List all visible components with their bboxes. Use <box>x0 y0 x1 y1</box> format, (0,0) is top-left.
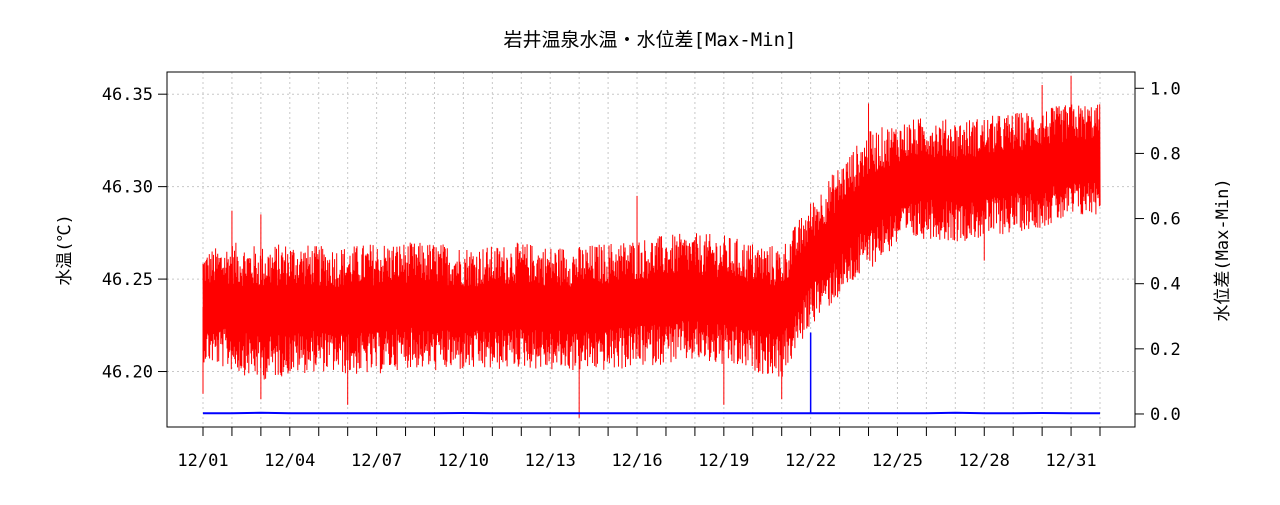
x-tick-label: 12/31 <box>1045 451 1096 471</box>
water-temperature-series <box>202 75 1101 418</box>
x-tick-label: 12/13 <box>525 451 576 471</box>
y-tick-label-right: 0.0 <box>1150 405 1181 425</box>
chart-title: 岩井温泉水温・水位差[Max-Min] <box>504 29 797 51</box>
axes: 12/01 12/04 12/07 12/10 12/13 12/16 12/19 12/22… <box>102 79 1181 471</box>
y-tick-label-right: 0.2 <box>1150 340 1181 360</box>
y-tick-label-right: 0.4 <box>1150 275 1181 295</box>
x-tick-label: 12/16 <box>611 451 662 471</box>
y-tick-label-right: 1.0 <box>1150 79 1181 99</box>
x-tick-label: 12/07 <box>351 451 402 471</box>
x-tick-label: 12/22 <box>785 451 836 471</box>
x-tick-label: 12/10 <box>438 451 489 471</box>
x-tick-label: 12/28 <box>959 451 1010 471</box>
y-tick-label-left: 46.25 <box>102 270 153 290</box>
y-tick-label-left: 46.35 <box>102 85 153 105</box>
y-tick-label-right: 0.8 <box>1150 144 1181 164</box>
temperature-line <box>202 104 1101 380</box>
x-tick-label: 12/19 <box>698 451 749 471</box>
y-tick-label-right: 0.6 <box>1150 210 1181 230</box>
grid-lines <box>167 72 1135 427</box>
x-tick-label: 12/04 <box>264 451 315 471</box>
water-level-difference-series <box>203 332 1100 415</box>
y-tick-label-left: 46.20 <box>102 363 153 383</box>
y-axis-title-left: 水温(℃) <box>55 214 75 285</box>
plot-frame <box>166 71 1136 428</box>
x-tick-label: 12/25 <box>872 451 923 471</box>
water-level-line <box>203 411 1100 415</box>
y-axis-title-right: 水位差(Max-Min) <box>1213 178 1233 321</box>
x-tick-label: 12/01 <box>177 451 228 471</box>
y-tick-label-left: 46.30 <box>102 178 153 198</box>
